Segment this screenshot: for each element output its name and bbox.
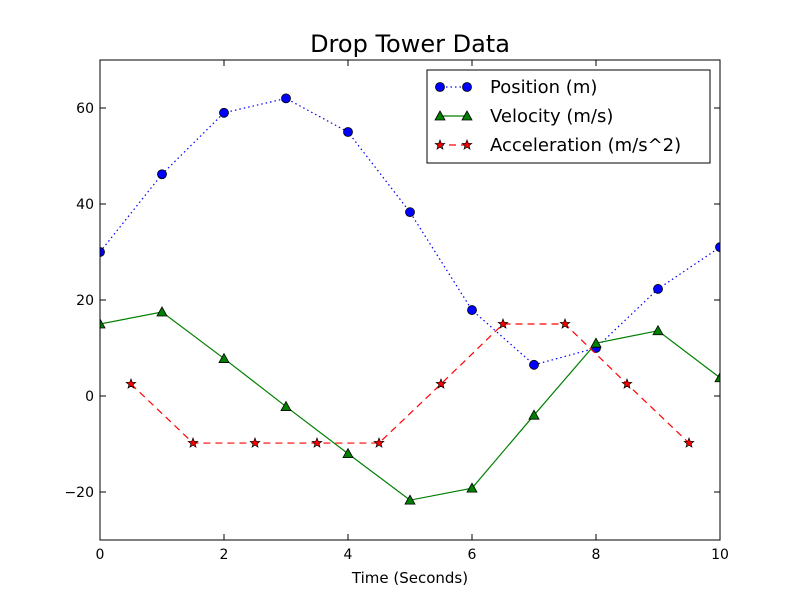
data-point-0-0 [100, 247, 105, 257]
data-point-2-7 [559, 317, 571, 329]
data-point-1-0 [100, 318, 106, 329]
legend-box [426, 69, 711, 164]
data-point-1-1 [156, 306, 168, 317]
x-tick-label-3: 6 [468, 547, 477, 563]
data-point-2-6 [497, 317, 509, 329]
data-point-2-4 [373, 437, 385, 448]
data-point-0-7 [529, 359, 539, 370]
plot-area: 0 2 4 6 8 10 −20 0 20 40 60 [64, 59, 729, 563]
data-point-1-6 [466, 482, 478, 493]
x-tick-label-0: 0 [96, 547, 105, 563]
legend-marker-1-b [461, 110, 473, 121]
data-point-1-9 [652, 324, 664, 336]
data-point-0-5 [405, 207, 415, 218]
data-layer [100, 93, 720, 505]
data-point-0-4 [343, 127, 353, 137]
data-point-0-1 [157, 169, 167, 180]
data-point-1-4 [342, 447, 354, 459]
legend-label-2: Acceleration (m/s^2) [490, 135, 681, 156]
legend-marker-2-a [434, 138, 446, 150]
series-line-0 [100, 97, 720, 366]
data-point-2-2 [249, 437, 261, 448]
x-tick-label-5: 10 [711, 547, 729, 563]
data-point-1-3 [280, 400, 292, 411]
chart-title: Drop Tower Data [310, 30, 510, 58]
legend-marker-1-a [434, 110, 446, 121]
data-point-1-7 [528, 409, 540, 420]
data-point-0-9 [653, 284, 663, 294]
data-point-1-10 [714, 371, 720, 383]
legend-marker-0-b [462, 82, 472, 92]
data-point-0-2 [219, 107, 229, 118]
y-tick-label-4: 60 [76, 101, 94, 117]
data-point-1-5 [404, 494, 416, 505]
x-axis-label: Time (Seconds) [351, 569, 468, 587]
legend-label-0: Position (m) [490, 77, 597, 98]
data-point-2-1 [187, 437, 199, 448]
x-tick-label-4: 8 [592, 547, 601, 563]
data-point-0-6 [467, 305, 477, 315]
data-point-2-8 [621, 377, 633, 389]
series-line-2 [130, 323, 690, 444]
y-tick-label-3: 40 [76, 197, 94, 213]
x-tick-label-2: 4 [344, 547, 353, 563]
y-tick-label-2: 20 [76, 293, 94, 309]
data-point-2-5 [435, 377, 447, 389]
legend-label-1: Velocity (m/s) [490, 106, 613, 127]
data-point-2-0 [125, 377, 137, 389]
legend: Position (m) Velocity (m/s) Acceleration (… [426, 69, 711, 164]
y-tick-label-0: −20 [64, 485, 94, 501]
data-point-0-10 [715, 242, 720, 253]
data-point-1-8 [590, 337, 602, 348]
data-point-2-9 [683, 437, 695, 448]
data-point-0-3 [281, 93, 291, 104]
data-point-1-2 [218, 352, 230, 363]
x-tick-label-1: 2 [220, 547, 229, 563]
legend-marker-0-a [435, 82, 445, 92]
y-tick-label-1: 0 [85, 389, 94, 405]
legend-marker-2-b [461, 138, 473, 150]
data-point-2-3 [311, 437, 323, 448]
